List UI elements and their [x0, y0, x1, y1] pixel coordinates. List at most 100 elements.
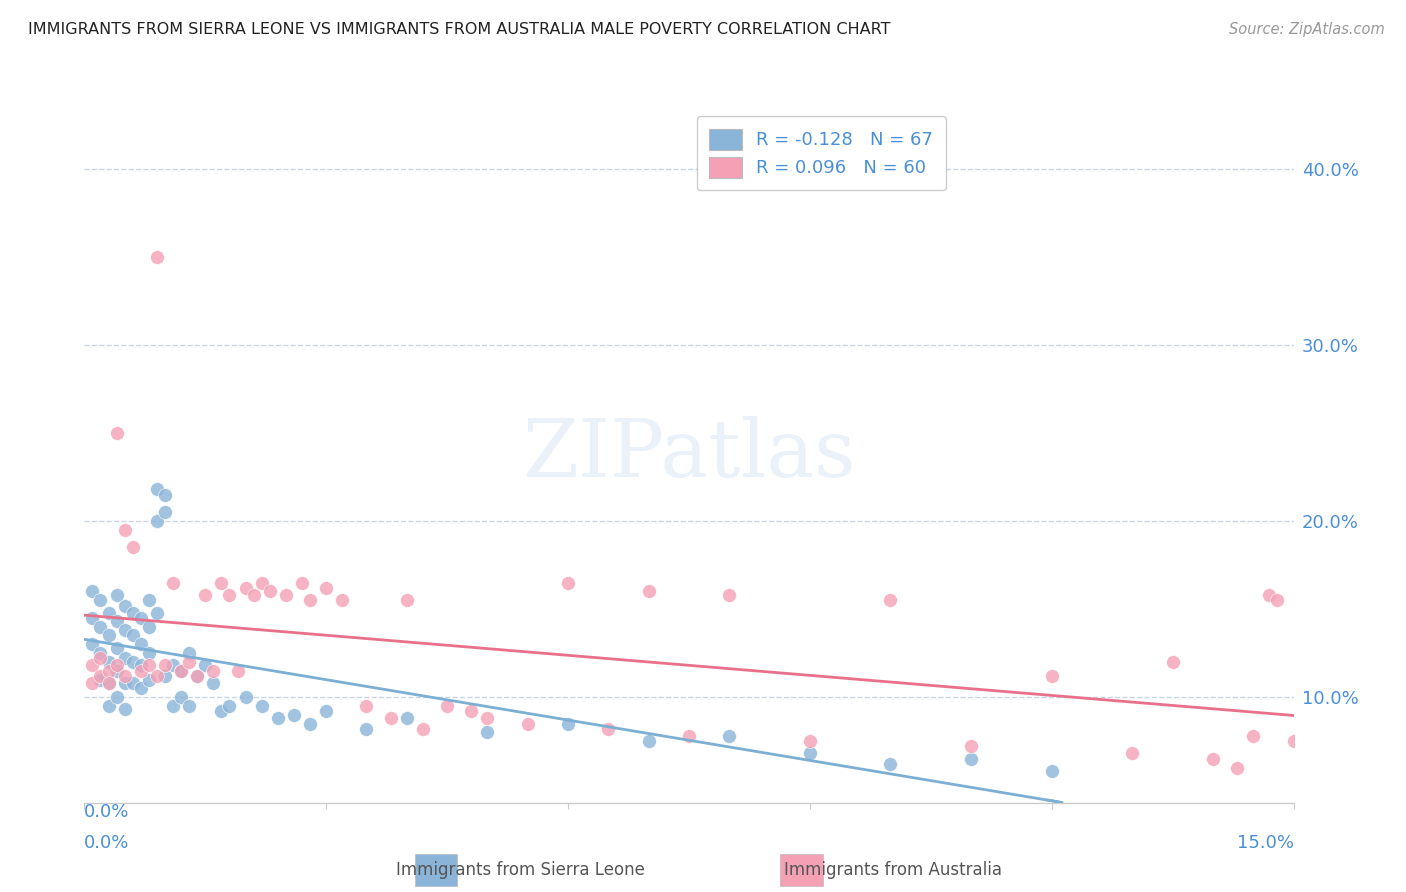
Point — [186, 669, 208, 683]
Text: IMMIGRANTS FROM SIERRA LEONE VS IMMIGRANTS FROM AUSTRALIA MALE POVERTY CORRELATI: IMMIGRANTS FROM SIERRA LEONE VS IMMIGRAN… — [28, 22, 890, 37]
Point — [97, 664, 120, 678]
Point — [209, 704, 232, 718]
Point — [259, 584, 281, 599]
Point — [89, 673, 111, 687]
Point — [121, 628, 143, 642]
Point — [97, 676, 120, 690]
Point — [250, 698, 273, 713]
Text: Source: ZipAtlas.com: Source: ZipAtlas.com — [1229, 22, 1385, 37]
Point — [97, 655, 120, 669]
Point — [89, 669, 111, 683]
Point — [250, 575, 273, 590]
Point — [412, 722, 434, 736]
Point — [718, 729, 741, 743]
Point — [105, 690, 128, 705]
Point — [179, 655, 201, 669]
Point — [1298, 739, 1320, 754]
Point — [1040, 764, 1063, 778]
Point — [146, 514, 169, 528]
Point — [299, 716, 322, 731]
Point — [436, 698, 458, 713]
Point — [202, 676, 225, 690]
Point — [170, 664, 193, 678]
Point — [129, 664, 152, 678]
Point — [283, 707, 305, 722]
Point — [114, 599, 136, 613]
Point — [1267, 593, 1289, 607]
Point — [89, 620, 111, 634]
Point — [121, 541, 143, 555]
Point — [209, 575, 232, 590]
Point — [879, 593, 901, 607]
Text: 15.0%: 15.0% — [1236, 834, 1294, 852]
Point — [194, 588, 217, 602]
Point — [1241, 729, 1264, 743]
Point — [121, 676, 143, 690]
Point — [218, 588, 240, 602]
Point — [114, 523, 136, 537]
Point — [105, 588, 128, 602]
Point — [138, 646, 160, 660]
Point — [637, 734, 659, 748]
Point — [105, 425, 128, 440]
Point — [235, 581, 257, 595]
Point — [105, 640, 128, 655]
Point — [235, 690, 257, 705]
Point — [267, 711, 290, 725]
Point — [153, 669, 176, 683]
Point — [82, 637, 104, 651]
Point — [138, 620, 160, 634]
Point — [121, 606, 143, 620]
Point — [291, 575, 314, 590]
Point — [1226, 761, 1249, 775]
Text: 0.0%: 0.0% — [84, 834, 129, 852]
Point — [129, 637, 152, 651]
Point — [114, 669, 136, 683]
Point — [315, 704, 337, 718]
Point — [170, 690, 193, 705]
Point — [1202, 752, 1225, 766]
Point — [82, 611, 104, 625]
Point — [799, 734, 821, 748]
Point — [1040, 669, 1063, 683]
Point — [557, 575, 579, 590]
Point — [89, 651, 111, 665]
Point — [274, 588, 297, 602]
Point — [395, 593, 418, 607]
Point — [226, 664, 249, 678]
Point — [678, 729, 700, 743]
Point — [129, 611, 152, 625]
Point — [153, 505, 176, 519]
Point — [356, 722, 378, 736]
Point — [330, 593, 353, 607]
Point — [146, 606, 169, 620]
Point — [1121, 747, 1143, 761]
Point — [637, 584, 659, 599]
Point — [153, 658, 176, 673]
Point — [82, 676, 104, 690]
Point — [114, 651, 136, 665]
Point — [179, 698, 201, 713]
Text: ZIPatlas: ZIPatlas — [522, 416, 856, 494]
Point — [97, 606, 120, 620]
Point — [97, 676, 120, 690]
Point — [114, 702, 136, 716]
Point — [218, 698, 240, 713]
Point — [179, 646, 201, 660]
Point — [380, 711, 402, 725]
Point — [129, 658, 152, 673]
Point — [89, 646, 111, 660]
Text: Immigrants from Sierra Leone: Immigrants from Sierra Leone — [395, 861, 645, 879]
Point — [114, 623, 136, 637]
Point — [202, 664, 225, 678]
Point — [879, 757, 901, 772]
Point — [799, 747, 821, 761]
Point — [960, 752, 983, 766]
Point — [146, 250, 169, 264]
Point — [146, 669, 169, 683]
Point — [138, 673, 160, 687]
Point — [557, 716, 579, 731]
Point — [89, 593, 111, 607]
Point — [194, 658, 217, 673]
Point — [82, 584, 104, 599]
